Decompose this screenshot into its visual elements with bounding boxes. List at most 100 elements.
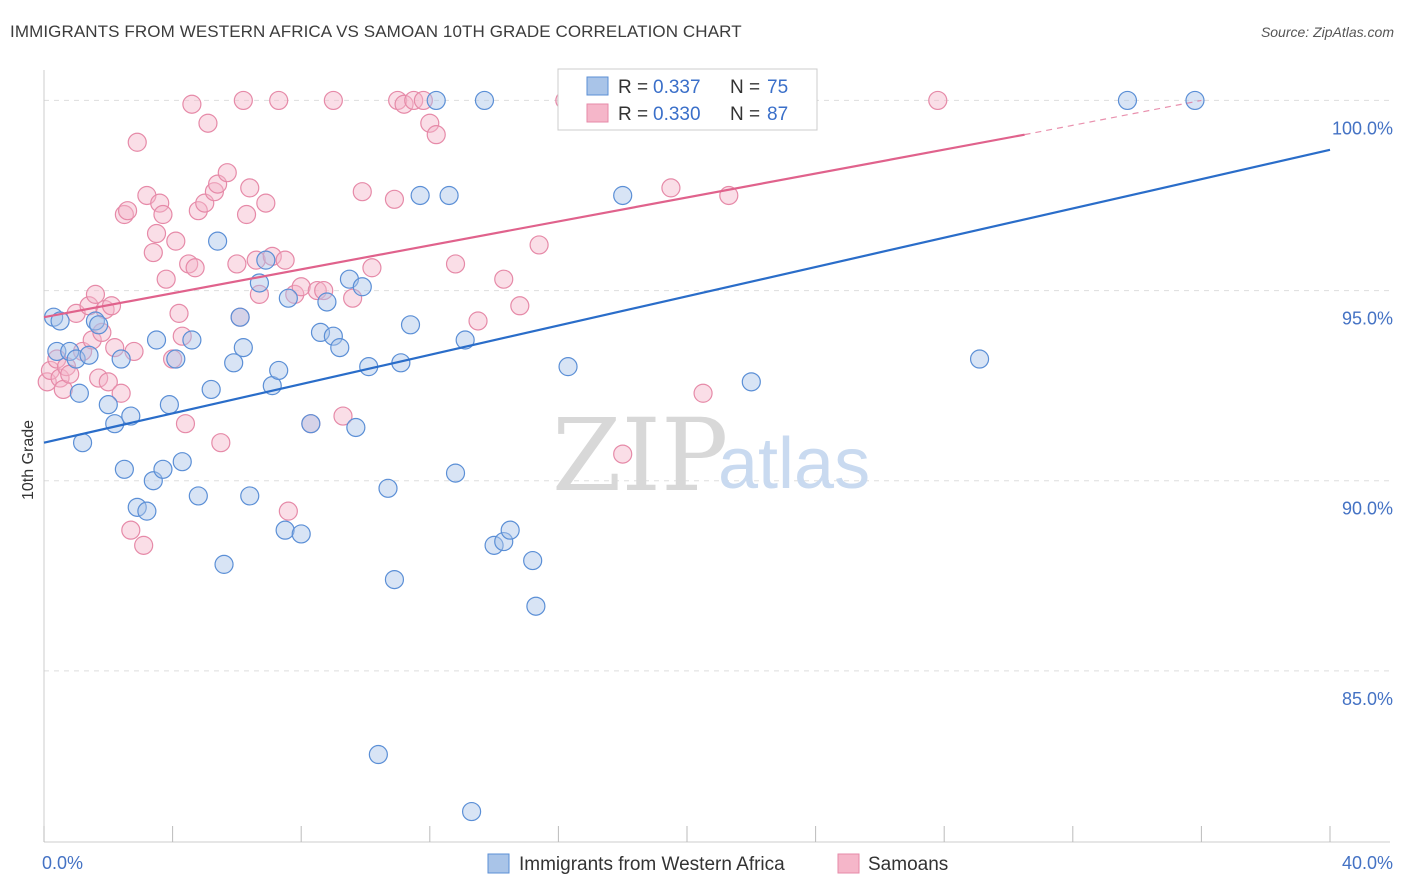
western-africa-point	[69, 383, 89, 403]
western-africa-point	[188, 486, 208, 506]
bottom-legend-pink-swatch	[837, 853, 860, 874]
legend-n-label-2: N =	[730, 104, 760, 125]
samoans-point	[85, 284, 106, 304]
samoans-point	[249, 284, 270, 304]
samoans-point	[278, 501, 298, 521]
watermark-atlas: atlas	[718, 424, 870, 504]
samoans-point	[333, 406, 353, 426]
y-tick-label: 100.0%	[1332, 118, 1393, 138]
western-africa-point	[50, 311, 70, 331]
samoans-point	[510, 296, 530, 316]
western-africa-point	[98, 395, 118, 415]
western-africa-point	[484, 535, 504, 555]
y-tick-label: 95.0%	[1342, 309, 1393, 329]
samoans-point	[156, 269, 176, 289]
samoans-point	[661, 178, 681, 198]
samoans-point	[111, 383, 131, 403]
trend-lines	[43, 99, 1331, 444]
western-africa-point	[146, 330, 167, 350]
western-africa-point	[368, 744, 388, 765]
samoans-point	[134, 535, 154, 555]
bottom-legend-label-1: Immigrants from Western Africa	[519, 854, 785, 875]
western-africa-point	[121, 406, 141, 426]
samoans-point	[426, 125, 446, 145]
western-africa-point	[301, 414, 321, 434]
bottom-legend: Immigrants from Western Africa Samoans	[487, 853, 948, 875]
samoans-point	[275, 250, 295, 270]
samoans-point	[217, 163, 237, 183]
western-africa-point	[346, 417, 366, 438]
western-africa-point	[172, 452, 192, 472]
western-africa-point	[1185, 90, 1205, 111]
samoans-point	[40, 360, 61, 381]
samoans-point	[468, 311, 488, 331]
western-africa-point	[526, 596, 546, 616]
samoans-point	[175, 414, 196, 434]
samoans-point	[494, 269, 514, 289]
legend-r-value-2: 0.330	[653, 104, 701, 125]
samoans-point	[394, 94, 414, 114]
legend-blue-swatch	[586, 76, 609, 96]
western-africa-point	[1117, 90, 1138, 111]
y-tick-label: 90.0%	[1342, 499, 1393, 519]
samoans-point	[384, 189, 405, 209]
samoans-point	[117, 201, 138, 221]
western-africa-point	[230, 307, 250, 327]
watermark: ZIP atlas	[552, 397, 870, 514]
samoans-point	[246, 250, 266, 270]
western-africa-point	[159, 395, 179, 415]
samoans-point	[50, 368, 70, 388]
western-africa-point	[85, 311, 106, 331]
samoans-point	[166, 231, 186, 251]
western-africa-point	[137, 501, 157, 521]
samoans-point	[291, 277, 311, 297]
samoans-point	[37, 372, 57, 392]
bottom-legend-blue-swatch	[487, 853, 510, 874]
samoans-point	[211, 433, 231, 453]
western-africa-point	[153, 459, 173, 479]
western-africa-point	[275, 520, 295, 540]
samoans-point	[445, 254, 466, 274]
y-tick-label: 85.0%	[1342, 689, 1393, 709]
samoans-point	[150, 193, 170, 213]
samoans-point	[143, 242, 163, 263]
samoans-point	[236, 204, 257, 225]
western-africa-point	[278, 288, 298, 308]
western-africa-point	[323, 326, 343, 346]
samoans-point	[314, 280, 334, 301]
western-africa-point	[474, 90, 495, 111]
western-africa-point	[269, 360, 289, 381]
western-africa-trend-line	[43, 148, 1331, 444]
samoans-point	[613, 444, 633, 464]
samoans-point	[185, 258, 205, 278]
western-africa-point	[60, 341, 80, 362]
samoans-point	[269, 90, 289, 111]
x-tick-label: 40.0%	[1342, 853, 1393, 873]
western-africa-point	[523, 550, 543, 571]
samoans-point	[198, 113, 218, 133]
western-africa-point	[291, 524, 311, 544]
samoans-trend-extension	[1024, 99, 1202, 136]
western-africa-point	[352, 277, 372, 297]
samoans-point	[172, 326, 192, 346]
samoans-point	[127, 132, 147, 152]
western-africa-point	[182, 330, 202, 350]
western-africa-point	[105, 414, 125, 434]
western-africa-point	[111, 349, 131, 369]
legend-pink-swatch	[586, 103, 609, 123]
y-tick-labels: 85.0% 90.0% 95.0% 100.0%	[1332, 118, 1393, 708]
samoans-points	[37, 90, 948, 555]
western-africa-point	[201, 379, 221, 400]
western-africa-point	[310, 322, 331, 343]
samoans-point	[352, 182, 372, 202]
western-africa-point	[426, 90, 446, 111]
samoans-point	[153, 204, 173, 225]
samoans-point	[146, 223, 167, 244]
western-africa-point	[400, 315, 421, 335]
samoans-point	[928, 90, 948, 111]
samoans-point	[227, 254, 247, 274]
samoans-point	[362, 258, 382, 278]
chart-title: IMMIGRANTS FROM WESTERN AFRICA VS SAMOAN…	[10, 22, 742, 41]
top-legend: R = 0.337 N = 75 R = 0.330 N = 87	[557, 68, 818, 131]
western-africa-point	[410, 185, 430, 206]
